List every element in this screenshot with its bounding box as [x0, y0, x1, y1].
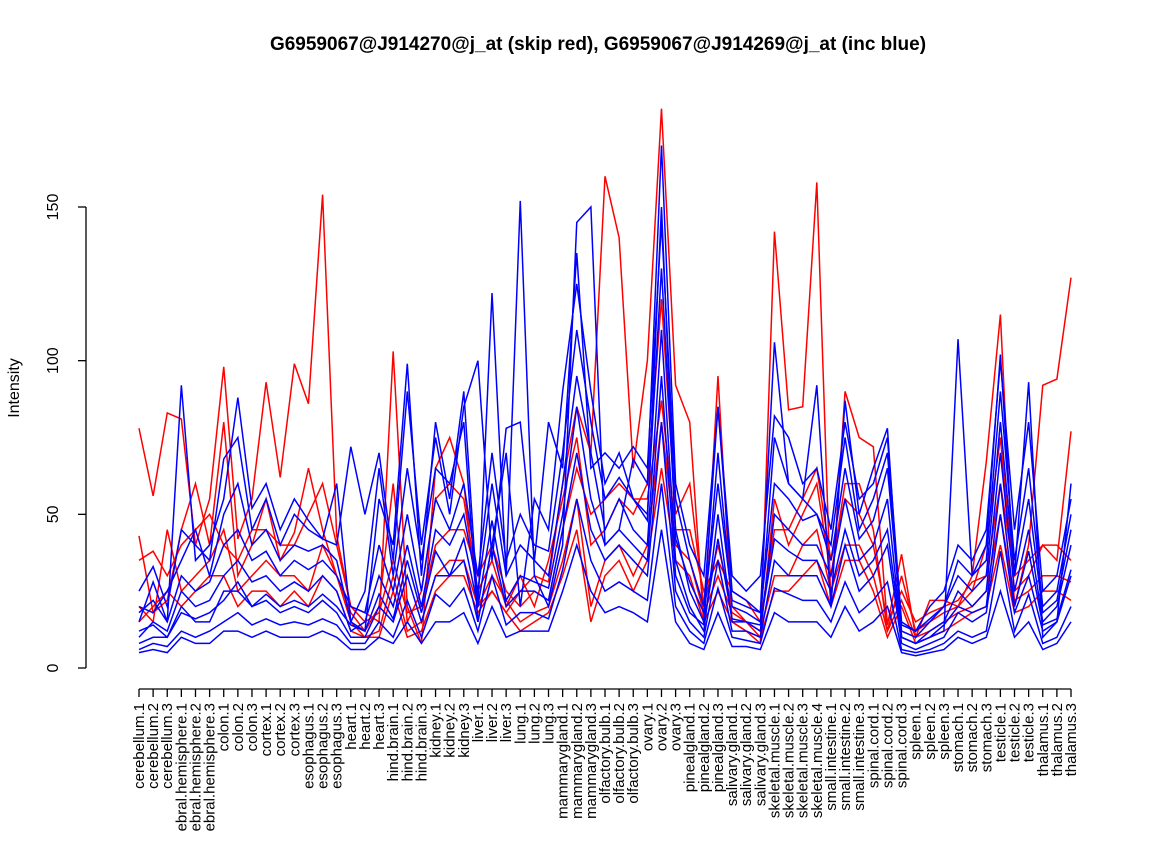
- x-tick-label: testicle.3: [1021, 703, 1038, 762]
- series-line-inc-6: [138, 529, 1072, 657]
- y-tick-label: 0: [45, 663, 62, 672]
- x-tick-label: stomach.3: [978, 703, 995, 772]
- x-tick-label: ovary.1: [639, 703, 656, 751]
- plot-lines: [138, 108, 1072, 657]
- series-line-inc-1: [138, 145, 1072, 645]
- x-tick-label: hind.brain.2: [399, 703, 416, 781]
- x-tick-label: liver.3: [498, 703, 515, 742]
- x-tick-label: colon.1: [216, 703, 233, 751]
- x-tick-label: thalamus.2: [1049, 703, 1066, 776]
- series-line-inc-7: [138, 206, 1072, 632]
- x-tick-label: esophagus.3: [329, 703, 346, 789]
- x-tick-label: kidney.2: [442, 703, 459, 758]
- x-tick-label: spinal.cord.2: [879, 703, 896, 788]
- x-tick-label: pinealgland.2: [696, 703, 713, 792]
- x-tick-label: hind.brain.1: [385, 703, 402, 781]
- x-tick-label: stomach.2: [964, 703, 981, 772]
- x-tick-label: salivary.gland.1: [724, 703, 741, 806]
- x-tick-label: small.intestine.2: [837, 703, 854, 811]
- x-tick-label: thalamus.1: [1035, 703, 1052, 776]
- x-tick-label: spinal.cord.3: [894, 703, 911, 788]
- x-tick-label: skeletal.muscle.4: [809, 703, 826, 818]
- x-tick-label: salivary.gland.2: [738, 703, 755, 806]
- x-tick-label: cortex.1: [258, 703, 275, 756]
- series-line-inc-4: [138, 329, 1072, 645]
- x-tick-label: ovary.3: [668, 703, 685, 751]
- x-tick-label: olfactory.bulb.3: [625, 703, 642, 804]
- x-tick-label: ovary.2: [653, 703, 670, 751]
- x-tick-label: stomach.1: [950, 703, 967, 772]
- series-line-inc-3: [138, 268, 1072, 639]
- x-tick-label: mammarygland.2: [569, 703, 586, 819]
- series-line-inc-8: [138, 375, 1072, 645]
- x-tick-label: olfactory.bulb.2: [611, 703, 628, 804]
- x-tick-label: heart.3: [371, 703, 388, 750]
- x-tick-label: salivary.gland.3: [752, 703, 769, 806]
- series-line-skip-1: [138, 108, 1072, 646]
- x-tick-label: small.intestine.1: [823, 703, 840, 811]
- x-tick-label: heart.2: [357, 703, 374, 750]
- x-tick-label: skeletal.muscle.2: [781, 703, 798, 818]
- x-tick-label: kidney.1: [428, 703, 445, 758]
- x-tick-label: kidney.3: [456, 703, 473, 758]
- series-line-inc-5: [138, 422, 1072, 651]
- x-tick-label: ebral.hemisphere.1: [173, 703, 190, 831]
- x-tick-label: cortex.3: [286, 703, 303, 756]
- y-axis: 0 50 100 150: [45, 194, 87, 672]
- x-tick-label: cerebellum.2: [145, 703, 162, 789]
- y-tick-label: 150: [45, 194, 62, 221]
- x-tick-label: mammarygland.1: [555, 703, 572, 819]
- x-tick-label: small.intestine.3: [851, 703, 868, 811]
- series-line-inc-9: [138, 483, 1072, 654]
- x-tick-label: liver.1: [470, 703, 487, 742]
- x-tick-label: lung.3: [541, 703, 558, 744]
- x-tick-label: skeletal.muscle.1: [766, 703, 783, 818]
- x-axis: cerebellum.1cerebellum.2cerebellum.3ebra…: [131, 688, 1080, 831]
- chart-title: G6959067@J914270@j_at (skip red), G69590…: [270, 34, 926, 55]
- x-tick-label: olfactory.bulb.1: [597, 703, 614, 804]
- x-tick-label: lung.1: [512, 703, 529, 744]
- x-tick-label: testicle.1: [992, 703, 1009, 762]
- x-tick-label: pinealgland.1: [682, 703, 699, 792]
- x-tick-label: skeletal.muscle.3: [795, 703, 812, 818]
- x-tick-label: spleen.1: [908, 703, 925, 760]
- x-tick-label: colon.3: [244, 703, 261, 751]
- x-tick-label: lung.2: [526, 703, 543, 744]
- x-tick-label: heart.1: [343, 703, 360, 750]
- x-tick-label: ebral.hemisphere.3: [202, 703, 219, 831]
- x-tick-label: esophagus.2: [315, 703, 332, 789]
- y-axis-label: Intensity: [6, 358, 23, 418]
- x-tick-label: spleen.3: [936, 703, 953, 760]
- y-tick-label: 50: [45, 505, 62, 523]
- x-tick-label: pinealgland.3: [710, 703, 727, 792]
- x-tick-label: cortex.2: [272, 703, 289, 756]
- y-tick-label: 100: [45, 347, 62, 374]
- series-line-inc-2: [138, 222, 1072, 633]
- x-tick-label: cerebellum.1: [131, 703, 148, 789]
- x-tick-label: hind.brain.3: [413, 703, 430, 781]
- x-tick-label: colon.2: [230, 703, 247, 751]
- x-tick-label: cerebellum.3: [159, 703, 176, 789]
- x-tick-label: thalamus.3: [1063, 703, 1080, 776]
- x-tick-label: esophagus.1: [300, 703, 317, 789]
- x-tick-label: spinal.cord.1: [865, 703, 882, 788]
- x-tick-label: mammarygland.3: [583, 703, 600, 819]
- x-tick-label: spleen.2: [922, 703, 939, 760]
- x-tick-label: ebral.hemisphere.2: [187, 703, 204, 831]
- x-tick-label: liver.2: [484, 703, 501, 742]
- x-tick-label: testicle.2: [1007, 703, 1024, 762]
